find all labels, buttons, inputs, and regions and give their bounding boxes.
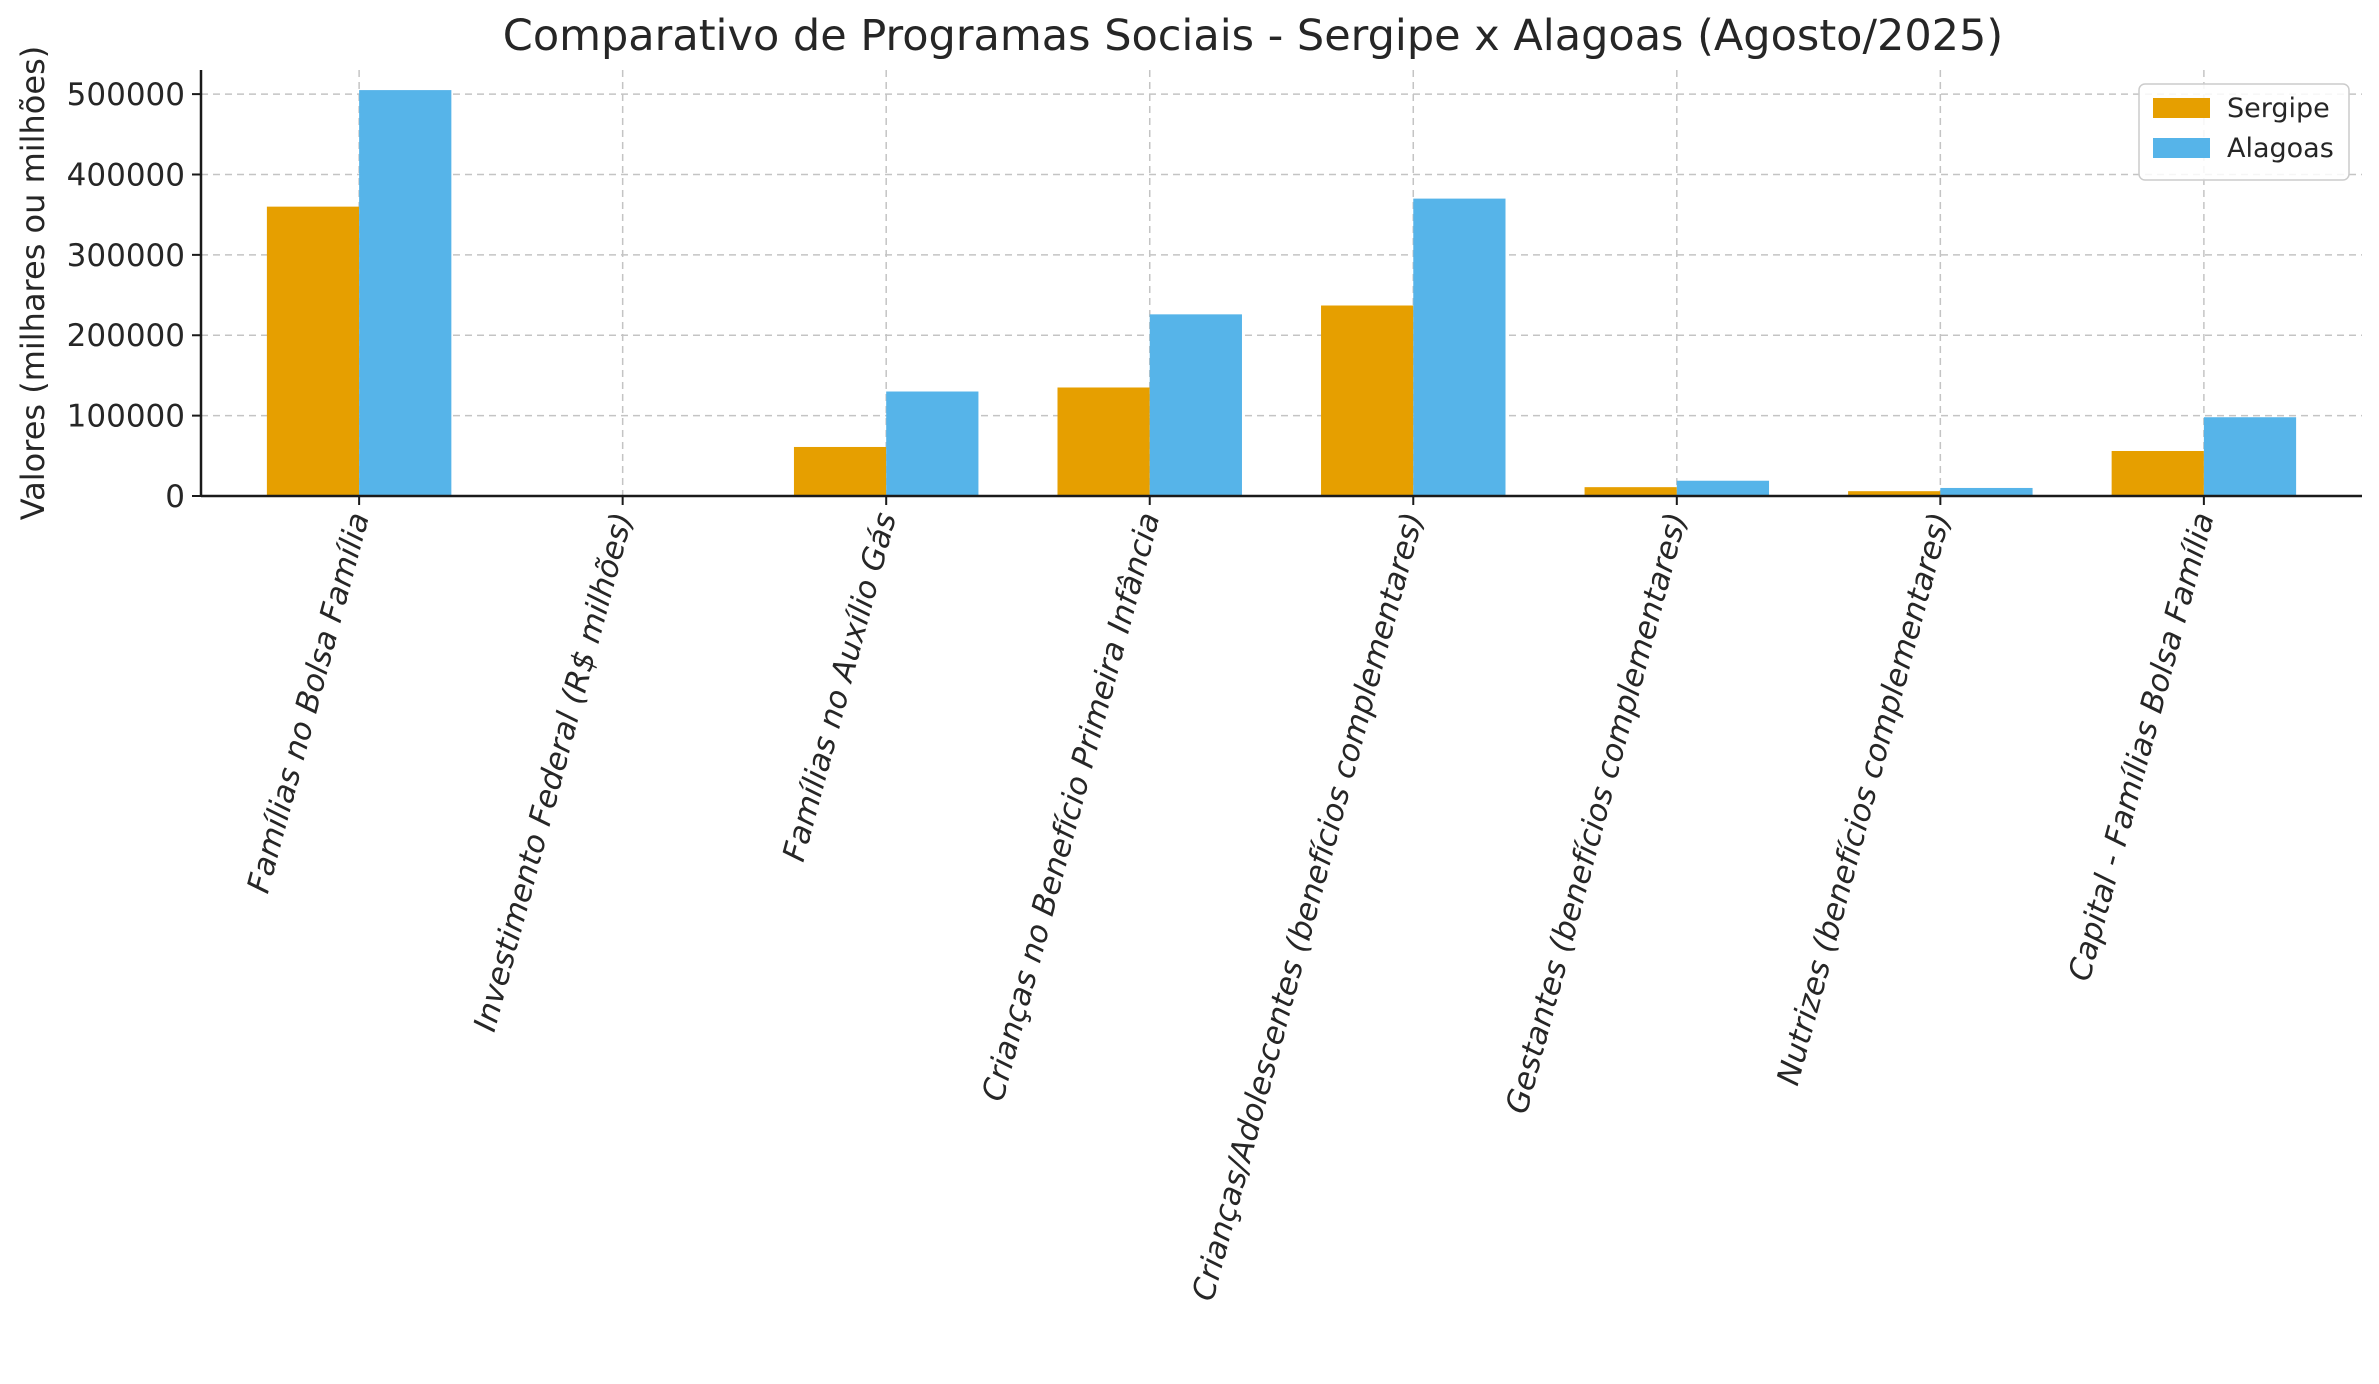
chart-title: Comparativo de Programas Sociais - Sergi… xyxy=(503,11,2003,61)
y-axis-label: Valores (milhares ou milhões) xyxy=(14,46,52,520)
x-tick-label: Famílias no Bolsa Família xyxy=(241,509,377,897)
bars xyxy=(267,90,2296,496)
bar-alagoas xyxy=(886,392,978,496)
bar-alagoas xyxy=(359,90,451,496)
y-tick-label: 200000 xyxy=(67,318,185,354)
legend-swatch-alagoas xyxy=(2153,138,2210,158)
bar-sergipe xyxy=(2112,451,2204,496)
grid-lines xyxy=(201,70,2362,496)
x-tick-label: Crianças no Benefício Primeira Infância xyxy=(975,509,1167,1105)
bar-alagoas xyxy=(2204,417,2296,496)
bar-sergipe xyxy=(1321,306,1413,496)
x-axis-ticks: Famílias no Bolsa Família Investimento Fe… xyxy=(241,496,2222,1305)
legend: Sergipe Alagoas xyxy=(2139,84,2349,180)
legend-swatch-sergipe xyxy=(2153,98,2210,118)
bar-alagoas xyxy=(1413,199,1505,496)
x-tick-label: Gestantes (benefícios complementares) xyxy=(1499,509,1694,1118)
y-axis-ticks: 0 100000 200000 300000 400000 500000 xyxy=(67,77,201,515)
y-tick-label: 0 xyxy=(165,479,185,515)
y-tick-label: 100000 xyxy=(67,399,185,435)
x-tick-label: Capital - Famílias Bolsa Família xyxy=(2062,509,2222,985)
axes xyxy=(201,70,2362,496)
bar-alagoas xyxy=(1150,314,1242,496)
bar-sergipe xyxy=(267,207,359,496)
bar-sergipe xyxy=(1585,487,1677,496)
legend-label-sergipe: Sergipe xyxy=(2227,93,2330,124)
y-tick-label: 500000 xyxy=(67,77,185,113)
x-tick-label: Famílias no Auxílio Gás xyxy=(776,509,904,865)
x-tick-label: Investimento Federal (R$ milhões) xyxy=(467,509,640,1036)
y-tick-label: 400000 xyxy=(67,157,185,193)
y-tick-label: 300000 xyxy=(67,238,185,274)
bar-sergipe xyxy=(794,447,886,496)
legend-label-alagoas: Alagoas xyxy=(2227,133,2334,164)
bar-sergipe xyxy=(1057,387,1149,496)
x-tick-label: Nutrizes (benefícios complementares) xyxy=(1770,509,1958,1089)
x-tick-label: Crianças/Adolescentes (benefícios comple… xyxy=(1185,509,1431,1305)
bar-alagoas xyxy=(1677,481,1769,496)
